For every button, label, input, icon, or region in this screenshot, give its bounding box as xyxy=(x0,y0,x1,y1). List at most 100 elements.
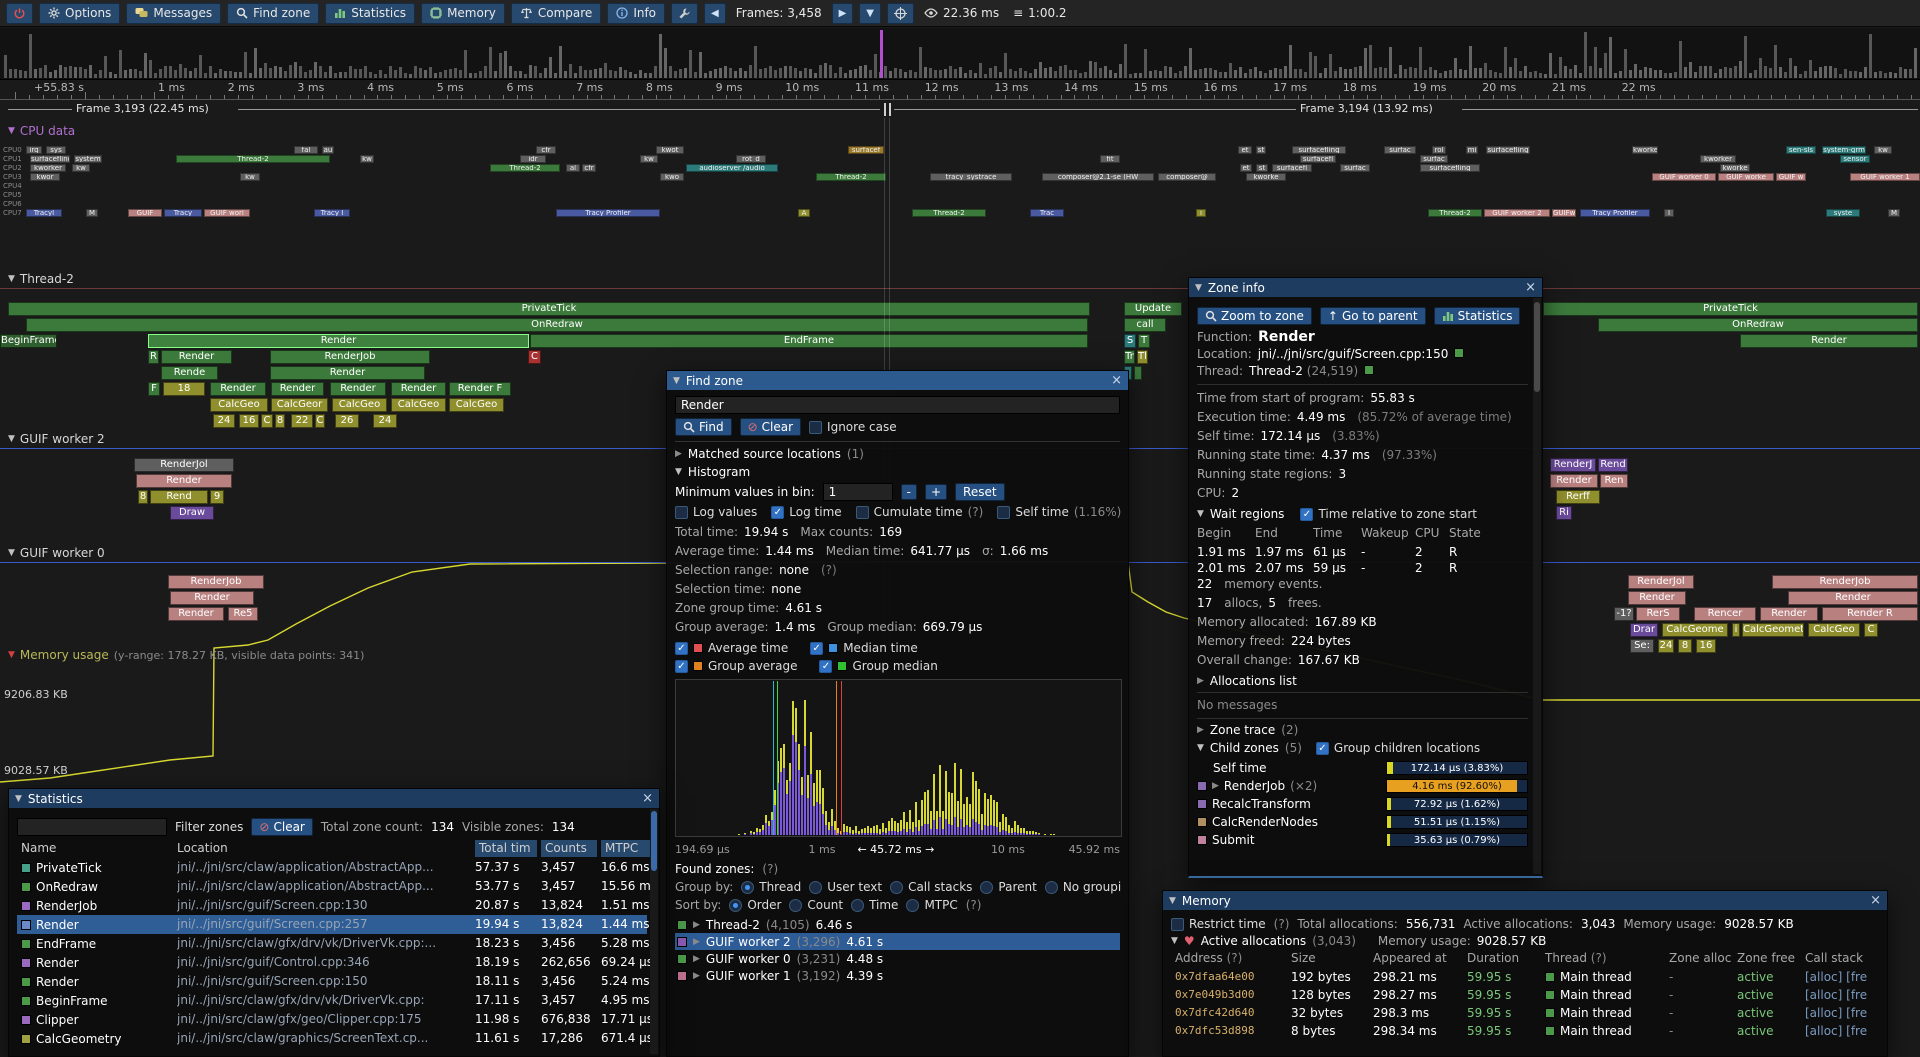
statistics-row[interactable]: CalcGeometry jni/../jni/src/claw/graphics… xyxy=(17,1029,653,1048)
frame-bar[interactable] xyxy=(179,64,182,78)
timeline-zone[interactable]: CalcGeo xyxy=(391,398,446,412)
cpu-zone[interactable]: GUIF w xyxy=(1776,173,1806,181)
frame-bar[interactable] xyxy=(1864,67,1867,78)
frame-bar[interactable] xyxy=(1664,73,1667,78)
frame-bar[interactable] xyxy=(1829,66,1832,78)
cpu-zone[interactable]: GUIF worl xyxy=(204,209,250,217)
cpu-zone[interactable]: kworke xyxy=(1720,164,1750,172)
frame-bar[interactable] xyxy=(34,69,37,78)
cpu-zone[interactable]: cfr xyxy=(582,164,596,172)
frame-bar[interactable] xyxy=(119,50,122,78)
timeline-zone[interactable]: 24 xyxy=(213,414,235,428)
frame-bar[interactable] xyxy=(1629,70,1632,78)
frame-bar[interactable] xyxy=(1834,68,1837,78)
timeline-zone[interactable]: Drar xyxy=(1630,623,1658,637)
timeline-zone[interactable]: Render xyxy=(1740,334,1918,348)
chevron-right-icon[interactable]: ▶ xyxy=(693,919,700,930)
frame-bar[interactable] xyxy=(1174,73,1177,78)
frame-bar[interactable] xyxy=(1804,71,1807,78)
frame-bar[interactable] xyxy=(1644,67,1647,78)
frame-bar[interactable] xyxy=(1194,70,1197,78)
cpu-zone[interactable]: surfacefling xyxy=(1486,146,1530,154)
frame-bar[interactable] xyxy=(814,73,817,78)
statistics-row[interactable]: EndFrame jni/../jni/src/claw/gfx/drv/vk/D… xyxy=(17,934,649,953)
checkbox-box[interactable] xyxy=(1171,917,1184,931)
cpu-data-header[interactable]: ▼ CPU data xyxy=(8,124,75,138)
radio-button[interactable] xyxy=(980,880,994,894)
frame-bar[interactable] xyxy=(519,71,522,78)
frame-bar[interactable] xyxy=(539,73,542,78)
cpu-zone[interactable]: GUIF worker 0 xyxy=(1652,173,1716,181)
allocation-row[interactable]: 0x7dfc42d640 32 bytes 298.3 ms 59.95 s Main … xyxy=(1171,1004,1879,1022)
frame-bar[interactable] xyxy=(44,65,47,78)
timeline-zone[interactable]: Render xyxy=(391,382,446,396)
found-zone-group[interactable]: ▶ GUIF worker 1 (3,192) 4.39 s xyxy=(675,967,1120,984)
cpu-zone[interactable]: st xyxy=(1256,146,1266,154)
column-header[interactable]: Zone free xyxy=(1737,951,1796,965)
frame-bar[interactable] xyxy=(154,73,157,78)
timeline-zone[interactable]: CalcGeo xyxy=(1808,623,1860,637)
frame-bar[interactable] xyxy=(189,71,192,78)
frame-bar[interactable] xyxy=(959,67,962,78)
frame-bar[interactable] xyxy=(1029,73,1032,78)
allocation-row[interactable]: 0x7dfaa64e00 192 bytes 298.21 ms 59.95 s Mai… xyxy=(1171,968,1879,986)
frame-bar[interactable] xyxy=(619,67,622,78)
frame-bar[interactable] xyxy=(59,65,62,78)
frame-bar[interactable] xyxy=(1004,53,1007,78)
chevron-down-icon[interactable]: ▼ xyxy=(1171,936,1178,946)
frame-bar[interactable] xyxy=(1689,62,1692,78)
frame-bar[interactable] xyxy=(1509,67,1512,78)
frame-bar[interactable] xyxy=(1389,47,1392,78)
frame-bar[interactable] xyxy=(544,68,547,78)
frame-bar[interactable] xyxy=(984,74,987,78)
frame-bar[interactable] xyxy=(4,55,7,78)
frame-bar[interactable] xyxy=(719,68,722,78)
frame-bar[interactable] xyxy=(1204,68,1207,78)
go-to-parent-button[interactable]: ↑ Go to parent xyxy=(1319,307,1426,325)
statistics-row[interactable]: Render jni/../jni/src/guif/Screen.cpp:257… xyxy=(17,915,649,934)
frame-bar[interactable] xyxy=(564,71,567,78)
timeline-zone[interactable]: RenderJob xyxy=(270,350,430,364)
cpu-zone[interactable]: Tracy xyxy=(164,209,202,217)
frame-bar[interactable] xyxy=(729,68,732,78)
frame-bar[interactable] xyxy=(14,69,17,78)
frame-bar[interactable] xyxy=(1559,57,1562,78)
chevron-right-icon[interactable]: ▶ xyxy=(1197,725,1204,735)
frame-bar[interactable] xyxy=(654,66,657,78)
scrollbar-thumb[interactable] xyxy=(1534,302,1540,392)
frame-bar[interactable] xyxy=(1009,69,1012,78)
column-header[interactable]: Zone alloc xyxy=(1669,951,1732,965)
frame-bar[interactable] xyxy=(834,73,837,78)
timeline-zone[interactable]: Render xyxy=(148,334,529,348)
frame-bar[interactable] xyxy=(704,73,707,78)
frame-bar[interactable] xyxy=(1134,73,1137,78)
frame-bar[interactable] xyxy=(1564,66,1567,78)
frame-bar[interactable] xyxy=(1214,70,1217,78)
frame-bar[interactable] xyxy=(29,34,32,78)
frame-bar[interactable] xyxy=(1319,73,1322,78)
frame-bar[interactable] xyxy=(1619,71,1622,78)
frame-bar[interactable] xyxy=(899,69,902,78)
cpu-zone[interactable]: Tracy Profiler xyxy=(1580,209,1650,217)
timeline-zone[interactable]: OnRedraw xyxy=(1598,318,1918,332)
cpu-zone[interactable]: composer@2.1-se (HW xyxy=(1042,173,1154,181)
frame-bar[interactable] xyxy=(1584,32,1587,78)
frame-bar[interactable] xyxy=(1234,70,1237,78)
cpu-zone[interactable]: Thread-2 xyxy=(912,209,986,217)
frame-bar[interactable] xyxy=(919,47,922,78)
child-zone-row[interactable]: Self time 172.14 μs (3.83%) xyxy=(1197,759,1528,777)
frame-bar[interactable] xyxy=(714,69,717,78)
frame-bar[interactable] xyxy=(89,65,92,78)
frame-bar[interactable] xyxy=(399,67,402,78)
timeline-zone[interactable]: Render xyxy=(210,382,266,396)
frame-bar[interactable] xyxy=(979,63,982,78)
frame-bar[interactable] xyxy=(269,68,272,78)
column-header[interactable]: MTPC xyxy=(601,840,653,857)
timeline-zone[interactable]: CalcGeo xyxy=(449,398,504,412)
frame-bar[interactable] xyxy=(1199,69,1202,78)
statistics-row[interactable]: RenderJob jni/../jni/src/guif/Screen.cpp:… xyxy=(17,896,649,915)
frame-bar[interactable] xyxy=(389,66,392,78)
cpu-zone[interactable]: GUIF worke xyxy=(1718,173,1774,181)
frame-bar[interactable] xyxy=(1369,45,1372,78)
frame-bar[interactable] xyxy=(1674,72,1677,78)
